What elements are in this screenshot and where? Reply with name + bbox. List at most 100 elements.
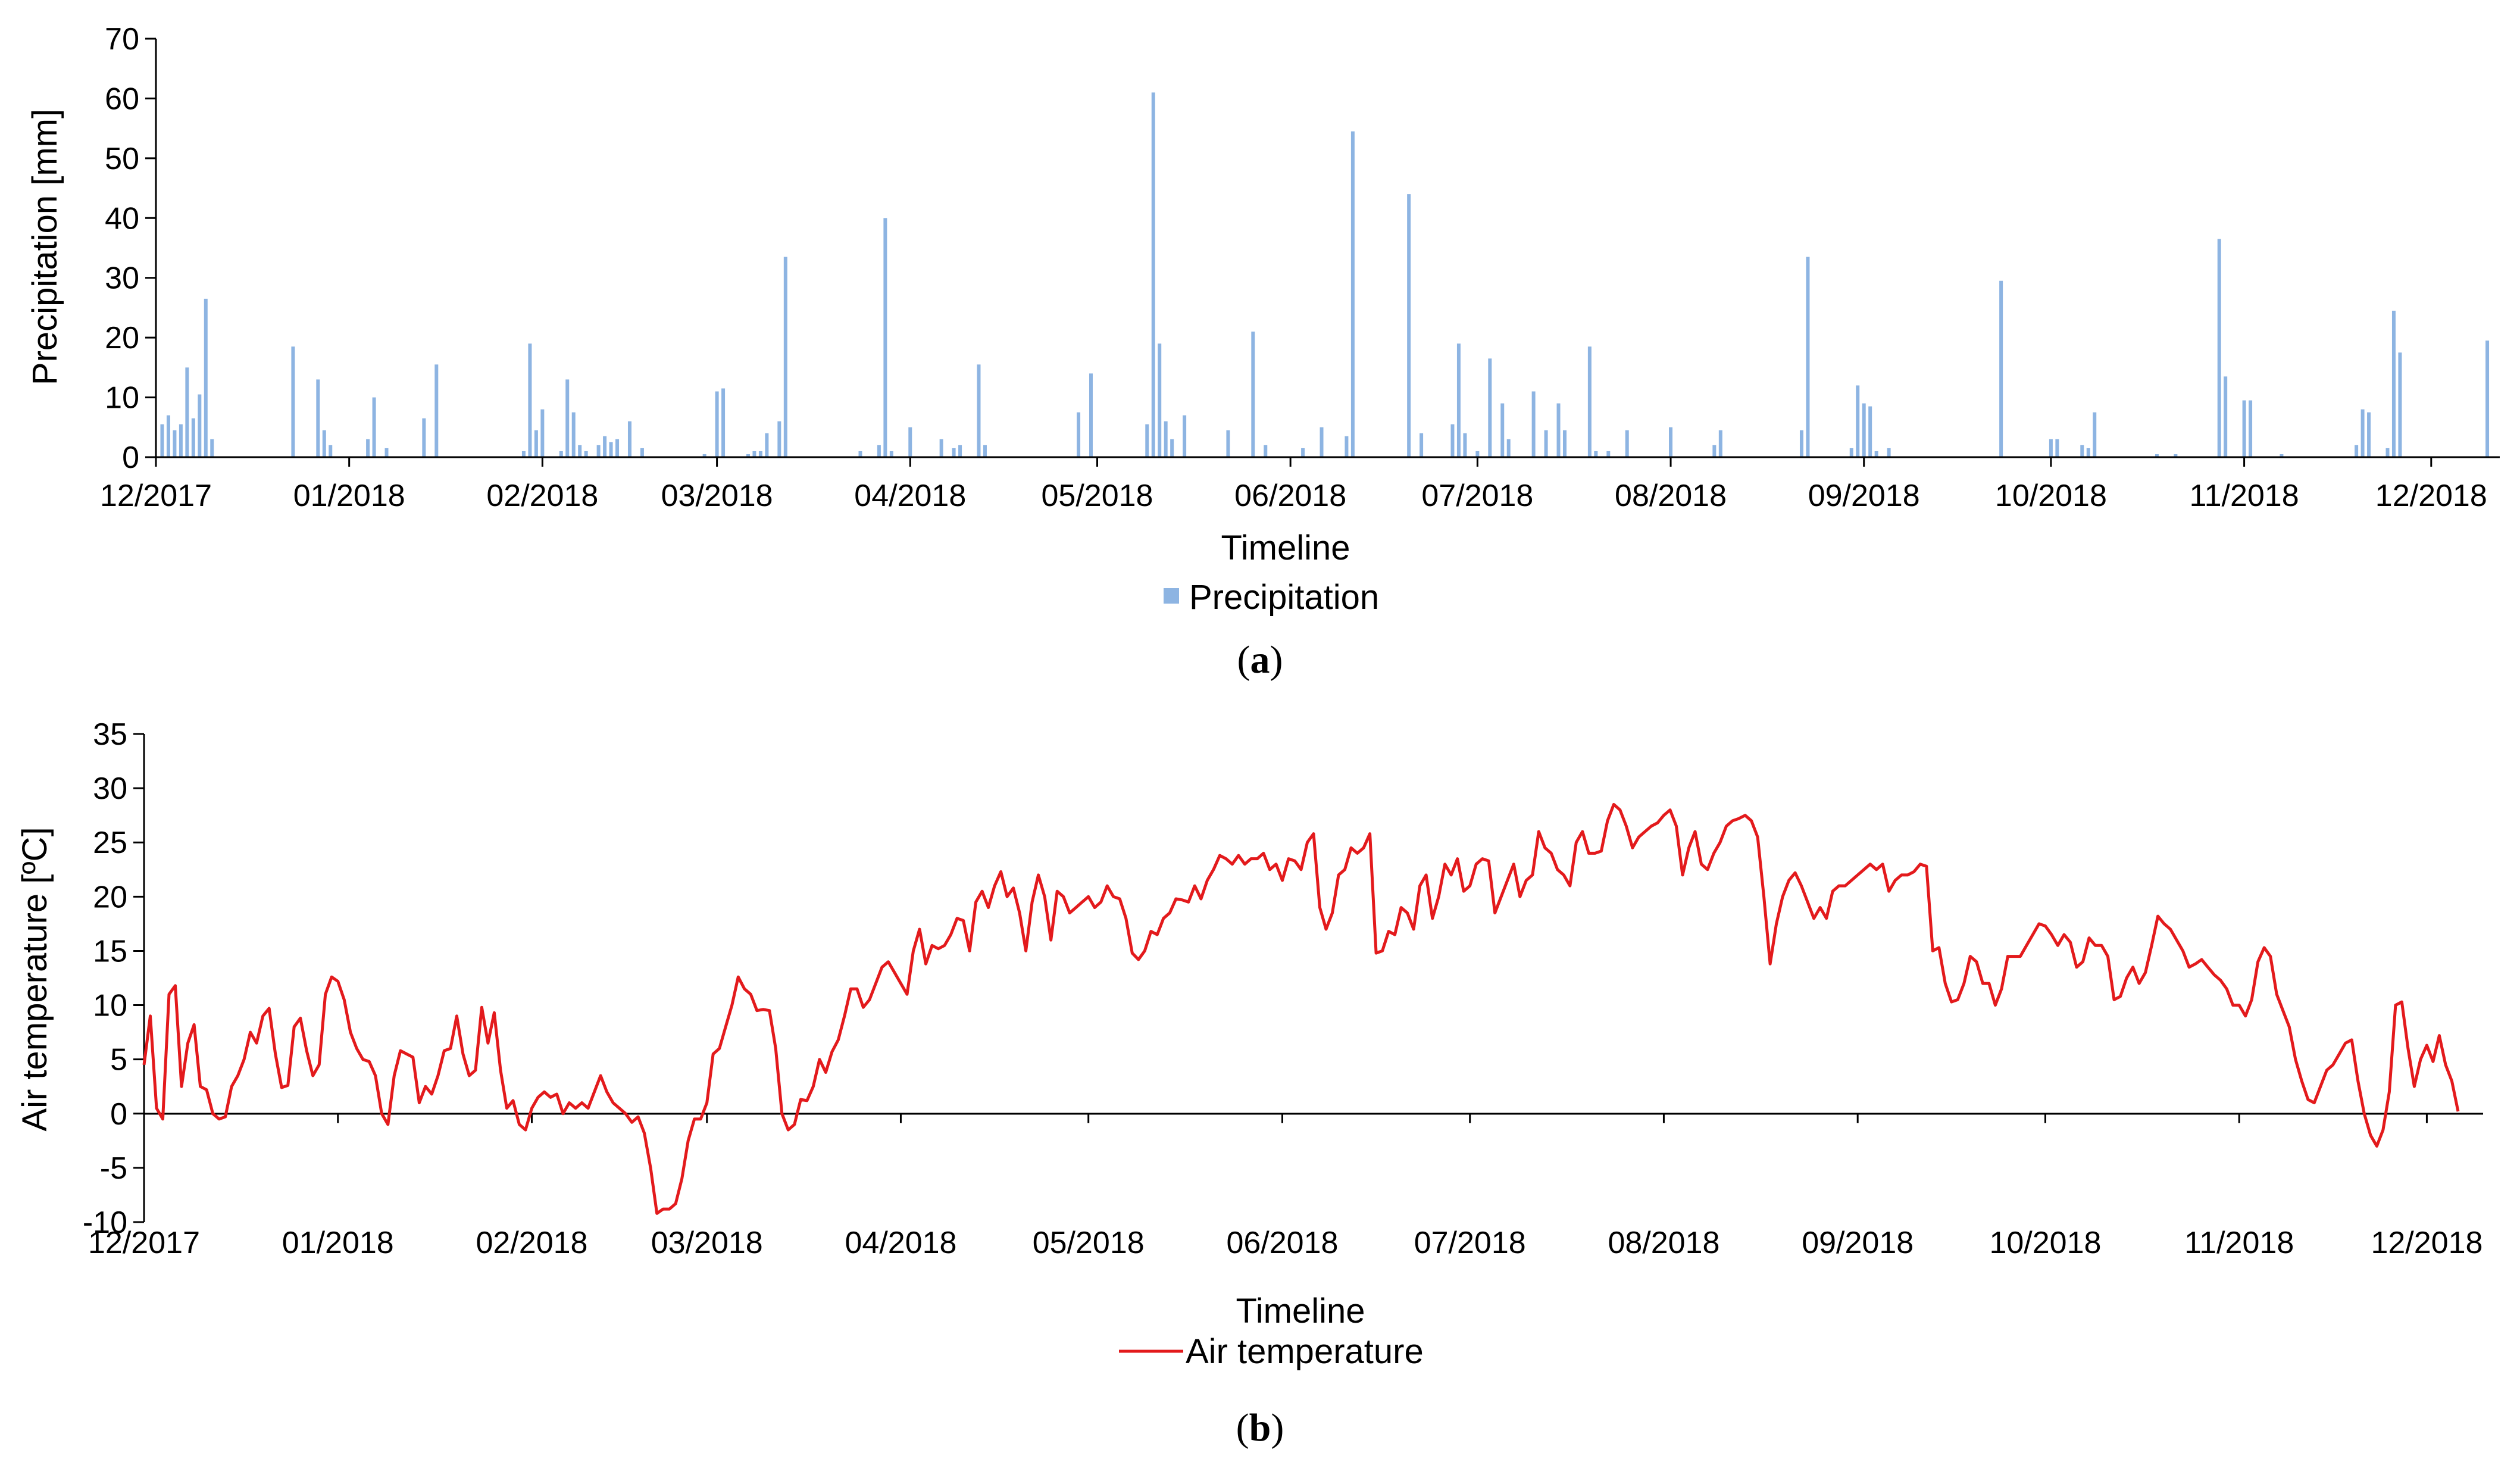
precipitation-bar (1999, 280, 2003, 457)
precipitation-bar (721, 388, 726, 457)
precipitation-bar (1500, 403, 1505, 457)
panel-label-a-letter: a (1250, 638, 1270, 682)
precipitation-x-tick-label: 02/2018 (486, 479, 598, 513)
precipitation-bar (316, 379, 320, 457)
precipitation-x-axis-title: Timeline (1221, 529, 1350, 567)
precipitation-bar (2280, 454, 2284, 457)
precipitation-bar (977, 364, 981, 457)
temperature-x-tick-label: 03/2018 (651, 1226, 763, 1260)
precipitation-bar (2367, 412, 2371, 457)
precipitation-bar (1077, 412, 1081, 457)
precipitation-bar (2174, 454, 2178, 457)
precipitation-bar (528, 343, 532, 457)
precipitation-bar (1350, 131, 1355, 457)
precipitation-bar (1151, 92, 1155, 457)
precipitation-x-tick-label: 06/2018 (1234, 479, 1346, 513)
temperature-y-tick-label: 15 (93, 934, 127, 968)
precipitation-bar (372, 397, 376, 457)
precipitation-bar (939, 439, 943, 457)
precipitation-bar (746, 454, 750, 457)
precipitation-bar (1164, 421, 1168, 457)
precipitation-bar (1544, 430, 1548, 457)
precipitation-bar (198, 394, 202, 457)
temperature-x-tick-label: 02/2018 (476, 1226, 588, 1260)
precipitation-x-tick-label: 05/2018 (1041, 479, 1153, 513)
precipitation-bar (2224, 376, 2228, 457)
precipitation-bar (1718, 430, 1722, 457)
precipitation-bar (752, 451, 756, 457)
temperature-x-tick-label: 12/2018 (2371, 1226, 2483, 1260)
precipitation-x-tick-label: 03/2018 (661, 479, 773, 513)
precipitation-legend: Precipitation (1164, 578, 1379, 617)
precipitation-bar (366, 439, 370, 457)
precipitation-bar (1625, 430, 1629, 457)
precipitation-bar (2360, 409, 2365, 457)
precipitation-bar (958, 445, 962, 457)
temperature-y-tick-label: 35 (93, 717, 127, 752)
svg-text:(a): (a) (1237, 638, 1283, 682)
precipitation-bar (1556, 403, 1561, 457)
precipitation-bar (521, 451, 526, 457)
temperature-x-tick-label: 07/2018 (1414, 1226, 1526, 1260)
precipitation-bar (384, 448, 389, 457)
panel-label-b-letter: b (1249, 1406, 1271, 1449)
temperature-x-tick-label: 01/2018 (282, 1226, 394, 1260)
precipitation-bar (877, 445, 881, 457)
precipitation-bar (1531, 391, 1536, 457)
precipitation-y-tick-label: 70 (105, 22, 139, 57)
precipitation-bar (908, 427, 912, 457)
precipitation-y-ticks: 0 10 20 30 40 50 60 70 (105, 22, 156, 475)
precipitation-bar (858, 451, 862, 457)
precipitation-bar (1251, 332, 1255, 457)
temperature-y-axis-title: Air temperature [ºC] (15, 827, 54, 1131)
precipitation-bar (2055, 439, 2059, 457)
precipitation-y-axis-title: Precipitation [mm] (26, 109, 64, 385)
air-temperature-line (142, 802, 2460, 1215)
precipitation-bar (1158, 343, 1162, 457)
precipitation-bar (434, 364, 439, 457)
precipitation-bar (596, 445, 601, 457)
precipitation-y-tick-label: 60 (105, 82, 139, 116)
temperature-x-tick-label: 11/2018 (2184, 1226, 2294, 1260)
precipitation-y-tick-label: 0 (122, 440, 139, 475)
precipitation-bar (1456, 343, 1461, 457)
precipitation-bar (1463, 433, 1467, 457)
precipitation-bar (983, 445, 987, 457)
precipitation-bar (2398, 352, 2402, 457)
svg-text:(b): (b) (1236, 1406, 1284, 1449)
precipitation-bar (2249, 400, 2253, 457)
precipitation-bar (210, 439, 214, 457)
temperature-x-ticks: 12/2017 01/2018 02/2018 03/2018 04/2018 05/20… (88, 1113, 2483, 1260)
precipitation-bar (702, 454, 706, 457)
precipitation-bar (2049, 439, 2053, 457)
temperature-y-ticks: -10 -5 0 5 10 15 20 25 30 35 (83, 717, 144, 1240)
precipitation-bar (640, 448, 644, 457)
precipitation-bar (758, 451, 762, 457)
temperature-y-tick-label: 0 (110, 1097, 127, 1132)
precipitation-y-tick-label: 50 (105, 142, 139, 176)
air-temperature-chart: -10 -5 0 5 10 15 20 25 30 35 12/2017 01/2018 02/201… (15, 717, 2483, 1449)
precipitation-bar (1562, 430, 1567, 457)
temperature-y-tick-label: -5 (100, 1151, 127, 1186)
precipitation-bar (173, 430, 177, 457)
precipitation-x-tick-label: 07/2018 (1421, 479, 1533, 513)
precipitation-bar (204, 298, 208, 457)
precipitation-bar (1594, 451, 1598, 457)
precipitation-bar (1226, 430, 1230, 457)
precipitation-bar (1587, 346, 1592, 457)
panel-label-b: (b) (1236, 1406, 1284, 1449)
precipitation-bar (166, 415, 170, 457)
temperature-y-tick-label: 20 (93, 880, 127, 914)
precipitation-bar (191, 418, 195, 457)
precipitation-y-tick-label: 20 (105, 321, 139, 355)
precipitation-bar (1887, 448, 1891, 457)
precipitation-x-tick-label: 10/2018 (1995, 479, 2107, 513)
temperature-x-tick-label: 05/2018 (1033, 1226, 1145, 1260)
precipitation-bar (765, 433, 769, 457)
precipitation-bar (571, 412, 576, 457)
temperature-legend-label: Air temperature (1186, 1332, 1424, 1371)
precipitation-x-ticks: 12/2017 01/2018 02/2018 03/2018 04/2018 05/20… (100, 457, 2487, 513)
precipitation-x-tick-label: 12/2017 (100, 479, 212, 513)
precipitation-bar (179, 424, 183, 457)
precipitation-bar (2086, 448, 2090, 457)
